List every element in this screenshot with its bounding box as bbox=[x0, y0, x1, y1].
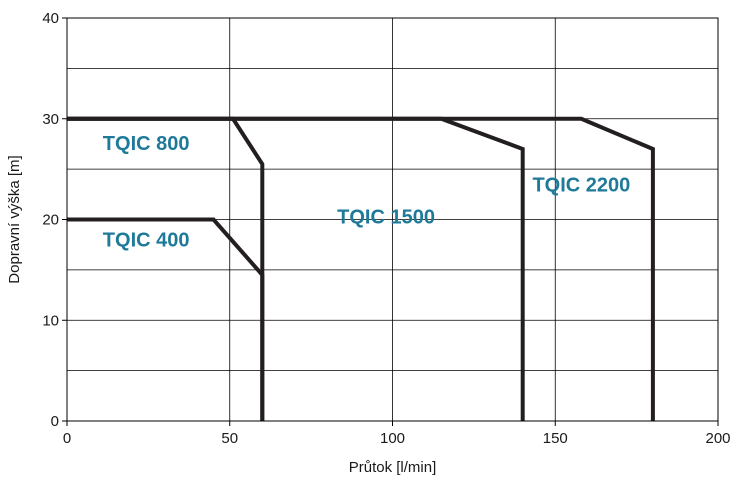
x-tick-label: 100 bbox=[380, 430, 405, 447]
y-tick-label: 10 bbox=[42, 312, 59, 329]
series-label-tqic-400: TQIC 400 bbox=[103, 230, 190, 252]
x-tick-label: 0 bbox=[63, 430, 71, 447]
curves bbox=[67, 116, 655, 421]
y-tick-label: 20 bbox=[42, 212, 59, 229]
series-labels: TQIC 400 TQIC 800 TQIC 1500 TQIC 2200 bbox=[103, 133, 630, 252]
y-tick-label: 30 bbox=[42, 111, 59, 128]
y-axis-title: Dopravní výška [m] bbox=[6, 155, 23, 283]
series-label-tqic-800: TQIC 800 bbox=[103, 133, 190, 155]
curve-tqic-2200 bbox=[67, 116, 655, 421]
x-axis-title: Průtok [l/min] bbox=[349, 459, 437, 476]
series-label-tqic-1500: TQIC 1500 bbox=[337, 207, 435, 229]
series-label-tqic-2200: TQIC 2200 bbox=[532, 174, 630, 196]
y-tick-label: 0 bbox=[51, 413, 59, 430]
x-tick-label: 50 bbox=[221, 430, 238, 447]
tick-labels: 0 50 100 150 200 0 10 20 30 40 bbox=[42, 10, 730, 447]
y-tick-label: 40 bbox=[42, 10, 59, 27]
x-tick-label: 150 bbox=[543, 430, 568, 447]
x-tick-label: 200 bbox=[705, 430, 730, 447]
